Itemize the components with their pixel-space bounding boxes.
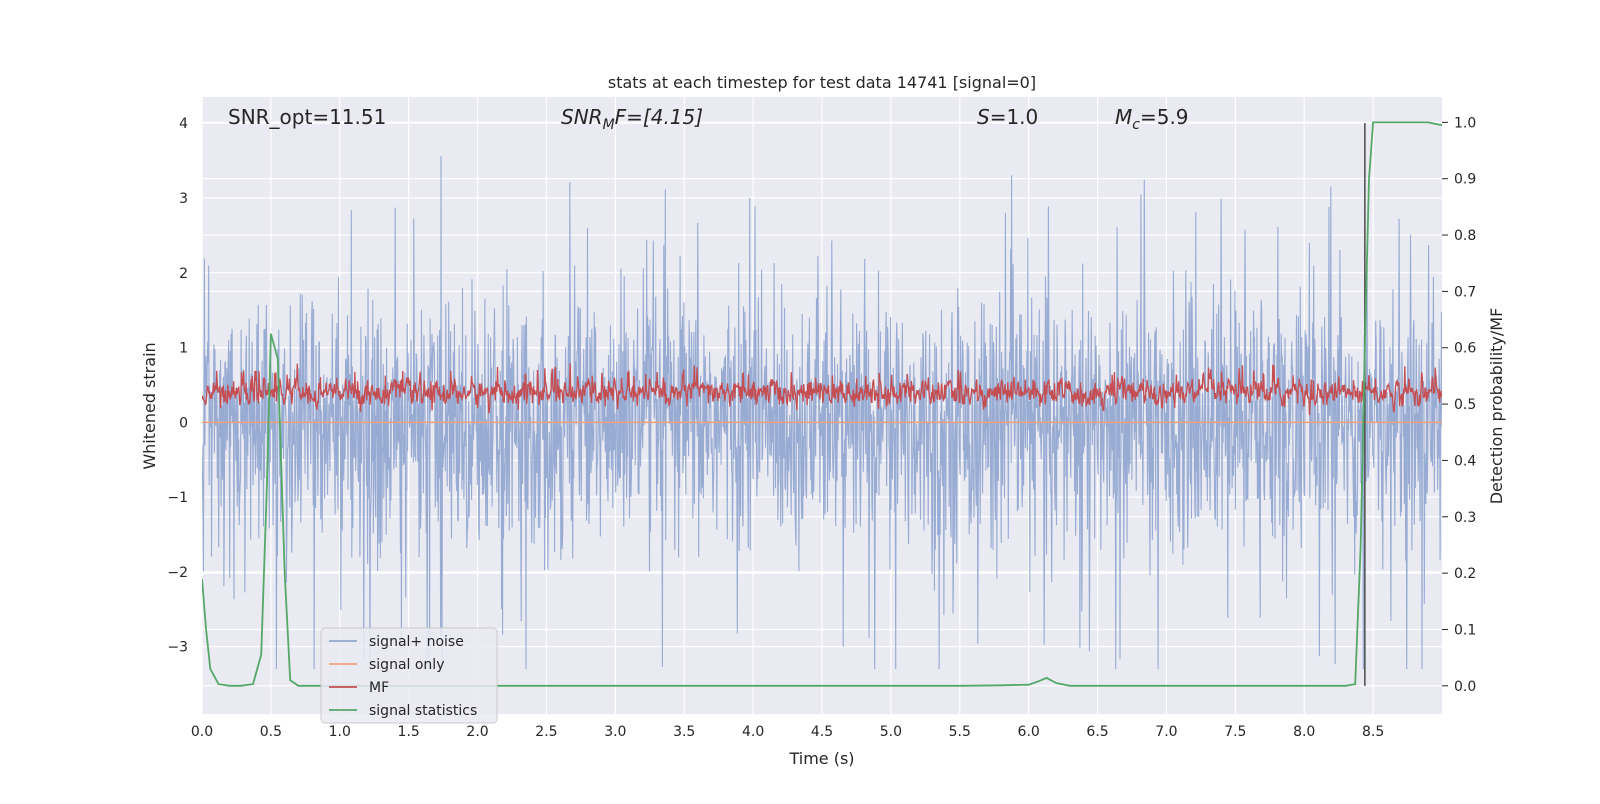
x-tick-label: 5.5 <box>949 724 971 740</box>
x-tick-label: 4.0 <box>742 724 764 740</box>
x-tick-label: 3.5 <box>673 724 695 740</box>
left-y-tick-label: 2 <box>179 266 188 282</box>
y-axis-label: Whitened strain <box>140 342 159 469</box>
annotation-snr-mf-rest: F=[4.15] <box>615 105 703 129</box>
legend-box <box>320 627 498 724</box>
annotation-snr-mf-sub: M <box>603 117 615 133</box>
right-y-tick-label: 0.4 <box>1454 453 1476 469</box>
left-y-tick-label: 4 <box>179 116 188 132</box>
x-tick-label: 3.0 <box>604 724 626 740</box>
x-tick-label: 0.0 <box>191 724 213 740</box>
left-y-tick-label: 3 <box>179 191 188 207</box>
x-ticks: 0.0 0.5 1.0 1.5 2.0 2.5 3.0 3.5 4.0 4.5 5.0 5.5 6.0 6… <box>191 724 1384 740</box>
series-signal-statistics <box>202 121 1442 687</box>
right-y-axis-label: Detection probability/MF <box>1487 308 1506 505</box>
right-y-tick-label: 0.8 <box>1454 228 1476 244</box>
annotation-mc-main: M <box>1115 105 1132 129</box>
right-y-tick-label: 0.5 <box>1454 397 1476 413</box>
annotation-s-rest: =1.0 <box>990 105 1039 129</box>
annotation-mc-rest: =5.9 <box>1140 105 1189 129</box>
annotation-snr-mf: SNRMF=[4.15] <box>561 105 703 133</box>
right-y-tick-label: 0.2 <box>1454 566 1476 582</box>
x-tick-label: 2.5 <box>535 724 557 740</box>
x-axis-label: Time (s) <box>788 749 854 768</box>
annotation-mc: Mc=5.9 <box>1115 105 1189 133</box>
legend-label-signal-statistics: signal statistics <box>369 703 477 719</box>
x-tick-label: 8.5 <box>1362 724 1384 740</box>
x-tick-label: 7.0 <box>1155 724 1177 740</box>
x-tick-label: 2.0 <box>466 724 488 740</box>
series-signal-noise <box>202 155 1442 670</box>
x-tick-label: 7.5 <box>1224 724 1246 740</box>
series-mf <box>202 363 1442 416</box>
x-tick-label: 6.5 <box>1086 724 1108 740</box>
left-y-ticks: −3 −2 −1 0 1 2 3 4 <box>167 116 188 656</box>
x-tick-label: 1.5 <box>398 724 420 740</box>
right-y-tick-label: 0.1 <box>1454 622 1476 638</box>
annotation-s: S=1.0 <box>977 105 1038 129</box>
left-y-tick-label: −1 <box>167 490 188 506</box>
right-y-tick-label: 0.3 <box>1454 510 1476 526</box>
legend-label-mf: MF <box>369 680 389 696</box>
x-tick-label: 6.0 <box>1018 724 1040 740</box>
annotation-s-main: S <box>977 105 990 129</box>
chart-title: stats at each timestep for test data 147… <box>608 73 1036 92</box>
left-y-tick-label: −3 <box>167 640 188 656</box>
annotation-snr-mf-main: SNR <box>561 105 603 129</box>
x-tick-label: 8.0 <box>1293 724 1315 740</box>
x-tick-label: 5.0 <box>880 724 902 740</box>
right-y-tick-label: 0.7 <box>1454 284 1476 300</box>
right-y-tick-label: 0.9 <box>1454 172 1476 188</box>
right-y-ticks: 0.0 0.1 0.2 0.3 0.4 0.5 0.6 0.7 0.8 0.9 1.0 <box>1442 115 1476 695</box>
annotation-snr-opt: SNR_opt=11.51 <box>228 105 386 129</box>
x-tick-label: 4.5 <box>811 724 833 740</box>
x-tick-label: 1.0 <box>329 724 351 740</box>
left-y-tick-label: −2 <box>167 565 188 581</box>
x-tick-label: 0.5 <box>260 724 282 740</box>
legend: signal+ noise signal only MF signal stat… <box>320 627 498 724</box>
annotation-mc-sub: c <box>1132 117 1140 133</box>
legend-label-signal-only: signal only <box>369 657 444 673</box>
series-layer <box>202 121 1442 687</box>
left-y-tick-label: 0 <box>179 415 188 431</box>
legend-label-signal-noise: signal+ noise <box>369 634 464 650</box>
right-y-tick-label: 1.0 <box>1454 115 1476 131</box>
right-y-tick-label: 0.6 <box>1454 341 1476 357</box>
left-y-tick-label: 1 <box>179 341 188 357</box>
right-y-tick-label: 0.0 <box>1454 679 1476 695</box>
